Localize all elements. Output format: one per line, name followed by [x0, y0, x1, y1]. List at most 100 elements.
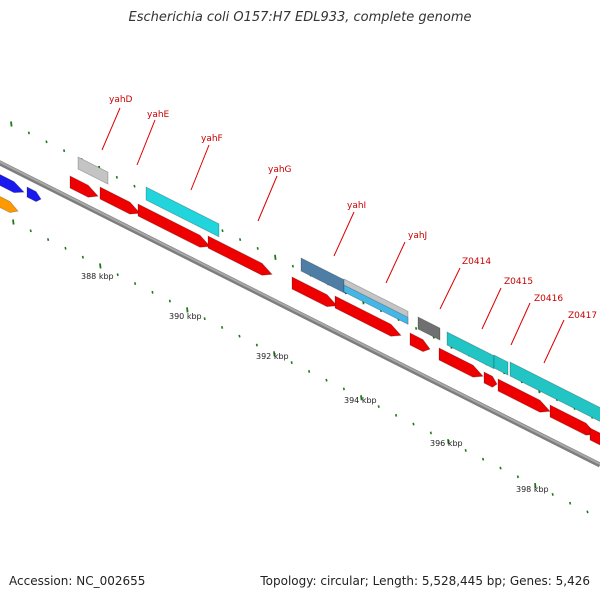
tick-mark	[29, 229, 32, 233]
tick-mark	[395, 413, 398, 417]
tick-mark	[115, 175, 118, 179]
gene-arrow	[483, 371, 498, 388]
Z0415-leader	[481, 287, 502, 330]
map-title: Escherichia coli O157:H7 EDL933, complet…	[128, 10, 472, 25]
tick-mark	[186, 307, 189, 313]
tick-mark	[99, 263, 102, 269]
tick-mark	[238, 334, 241, 338]
genome-backbone	[0, 160, 600, 468]
gene-arrow	[137, 203, 211, 248]
tick-mark	[429, 431, 432, 435]
gene-label-Z0414: Z0414	[462, 257, 491, 267]
tick-mark	[134, 282, 137, 285]
gene-label-yahI: yahI	[347, 201, 366, 211]
tick-mark	[551, 492, 554, 496]
gene-block	[446, 331, 495, 370]
Z0416-leader	[510, 302, 531, 346]
gene-label-yahD: yahD	[109, 95, 133, 105]
gene-block	[77, 156, 109, 185]
tick-mark	[482, 457, 485, 461]
tick-mark	[81, 255, 84, 259]
gene-block	[589, 427, 600, 446]
gene-block	[417, 316, 441, 341]
tick-mark	[377, 405, 380, 408]
gene-block	[300, 257, 347, 295]
tick-mark	[63, 149, 66, 153]
tick-mark	[10, 121, 13, 127]
tick-mark	[325, 378, 328, 382]
tick-mark	[133, 184, 136, 188]
gene-arrow	[291, 276, 338, 308]
gene-arrow	[69, 175, 99, 198]
yahG-leader	[257, 175, 278, 222]
yahD-leader	[101, 107, 121, 151]
tick-mark	[221, 229, 224, 233]
tick-mark	[116, 273, 119, 277]
tick-mark	[290, 361, 293, 365]
tick-mark	[291, 264, 294, 268]
kbp-labels: 388 kbp 390 kbp 392 kbp 394 kbp 396 kbp …	[81, 272, 549, 494]
yahF-leader	[190, 144, 210, 191]
gene-arrow	[0, 196, 19, 213]
gene-label-yahG: yahG	[268, 165, 292, 175]
gene-arrow	[497, 378, 551, 413]
tick-mark	[168, 299, 171, 303]
gene-arrow	[207, 235, 273, 276]
Z0414-leader	[439, 267, 461, 310]
gene-label-yahJ: yahJ	[408, 231, 427, 241]
tick-mark	[151, 290, 154, 294]
kbp-label-398: 398 kbp	[516, 485, 549, 494]
tick-mark	[255, 343, 258, 347]
tick-mark	[12, 219, 15, 225]
gene-features	[0, 156, 600, 446]
accession-text: Accession: NC_002655	[9, 574, 146, 588]
gene-labels: yahD yahE yahF yahG yahI yahJ Z0414 Z041…	[101, 95, 597, 364]
gene-block	[493, 354, 509, 376]
tick-mark	[360, 395, 363, 401]
tick-mark	[499, 466, 502, 470]
tick-mark	[516, 475, 519, 479]
tick-mark	[569, 501, 572, 505]
tick-mark	[273, 351, 276, 357]
gene-arrow	[0, 174, 25, 193]
tick-mark	[342, 387, 345, 391]
gene-block	[509, 361, 600, 422]
tick-mark	[412, 422, 415, 426]
tick-mark	[64, 246, 67, 250]
yahI-leader	[333, 211, 355, 257]
gene-arrow	[409, 332, 431, 352]
kbp-label-394: 394 kbp	[344, 396, 377, 405]
tick-mark	[256, 246, 259, 250]
kbp-label-390: 390 kbp	[169, 312, 202, 321]
gene-arrow	[438, 347, 484, 378]
tick-mark	[534, 483, 537, 489]
yahJ-leader	[385, 241, 406, 284]
tick-mark	[274, 254, 277, 260]
gene-block	[145, 186, 220, 238]
gene-block	[343, 284, 409, 325]
tick-mark	[415, 326, 418, 330]
tick-mark	[308, 369, 311, 373]
tick-mark	[464, 449, 467, 452]
kbp-label-388: 388 kbp	[81, 272, 114, 281]
tick-mark	[447, 439, 450, 445]
tick-mark	[27, 131, 30, 135]
tick-mark	[586, 510, 589, 514]
tick-mark	[45, 140, 48, 144]
tick-mark	[47, 238, 50, 242]
tick-mark	[221, 326, 224, 329]
gene-label-Z0416: Z0416	[534, 294, 563, 304]
gene-arrow	[334, 295, 402, 337]
Z0417-leader	[543, 319, 565, 364]
topology-text: Topology: circular; Length: 5,528,445 bp…	[260, 574, 590, 588]
kbp-label-392: 392 kbp	[256, 352, 289, 361]
tick-mark	[203, 317, 206, 321]
gene-label-Z0415: Z0415	[504, 277, 533, 287]
gene-label-yahE: yahE	[147, 110, 170, 120]
gene-arrow	[26, 186, 42, 203]
inner-tick-row	[12, 219, 589, 514]
gene-label-Z0417: Z0417	[568, 311, 597, 321]
tick-mark	[239, 238, 242, 241]
yahE-leader	[136, 119, 156, 166]
